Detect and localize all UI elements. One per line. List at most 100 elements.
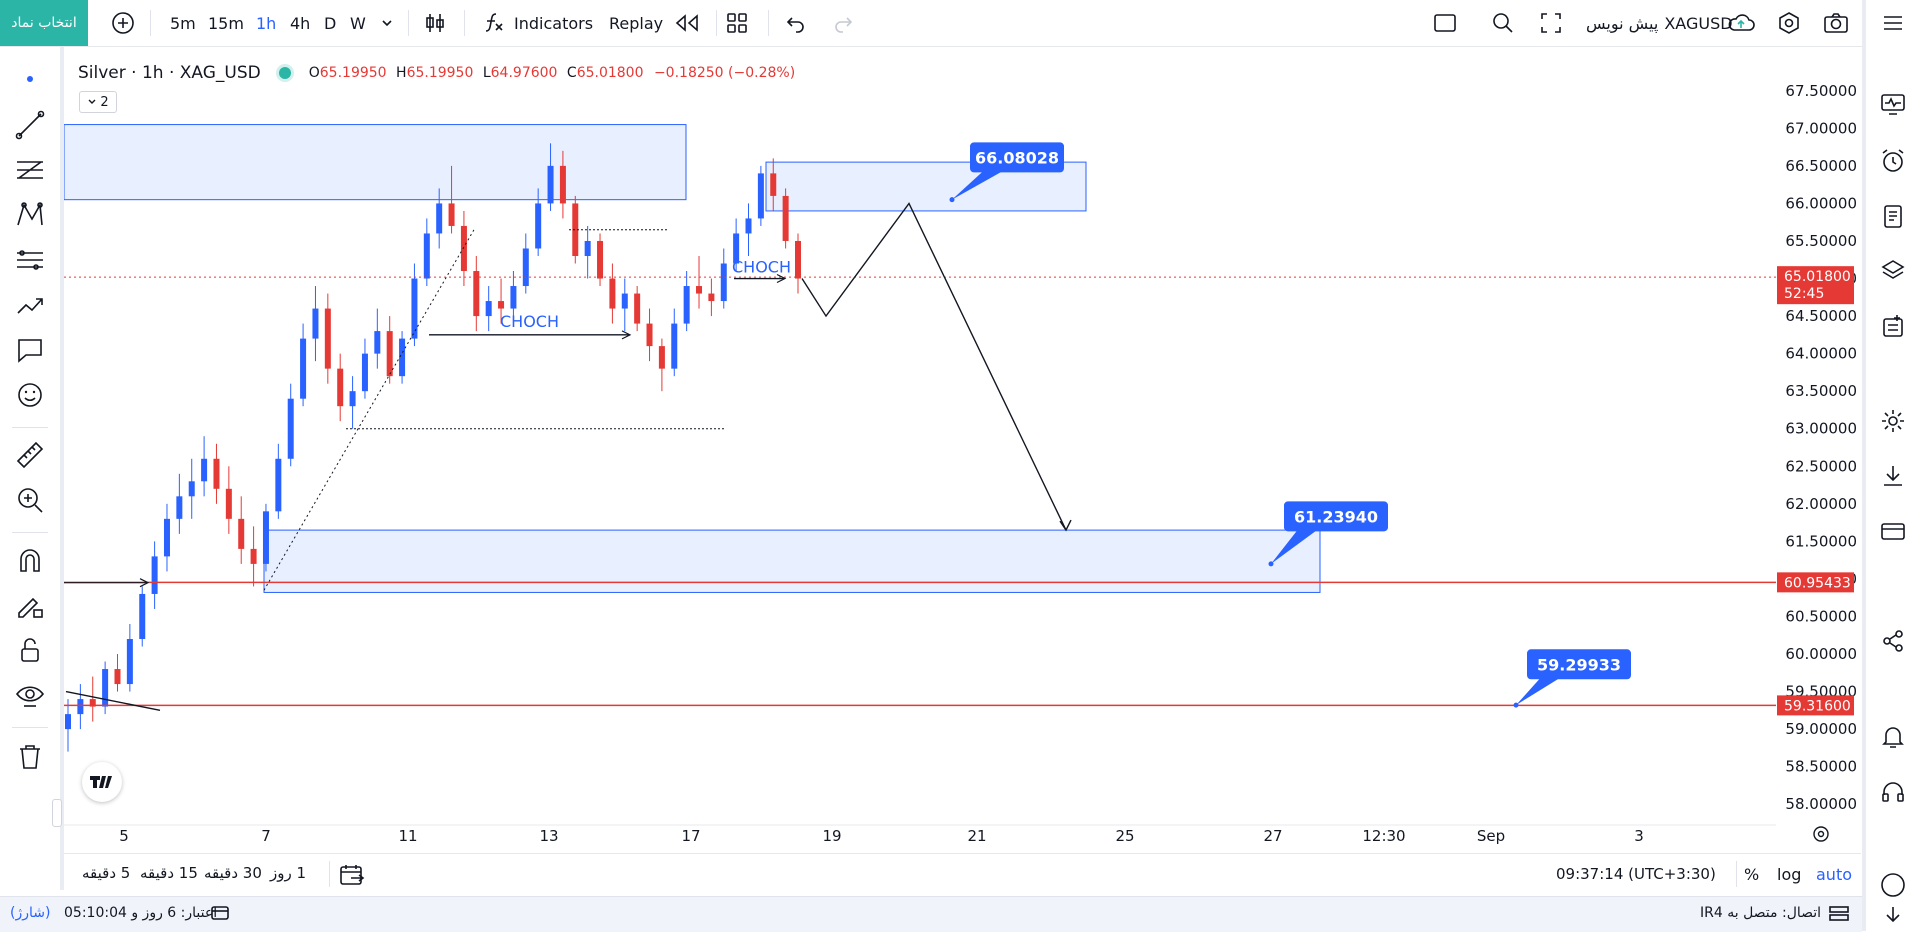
lock-tool[interactable] [14, 635, 46, 667]
snapshot-button[interactable] [1822, 0, 1850, 46]
arrow-down-icon [1886, 907, 1900, 923]
log-scale-toggle[interactable]: log [1777, 865, 1802, 884]
candle-body [114, 669, 121, 685]
magnet-tool[interactable] [14, 545, 46, 577]
zoom-tool[interactable] [14, 484, 46, 516]
notes-button[interactable] [1876, 199, 1910, 233]
text-tool[interactable] [14, 334, 46, 366]
comment-icon [18, 339, 42, 363]
fullscreen-toggle[interactable] [1432, 0, 1458, 46]
auto-scale-toggle[interactable]: auto [1816, 865, 1853, 884]
undo-button[interactable] [783, 0, 809, 46]
tradingview-logo[interactable] [82, 762, 122, 802]
candle-body [634, 293, 641, 324]
timeframe-w[interactable]: W [350, 13, 366, 33]
axis-settings-icon [1813, 826, 1829, 842]
chart-svg[interactable]: CHOCH CHOCH 66.08028 61.23940 59.29933 67.50… [64, 47, 1861, 848]
alerts-button[interactable] [1876, 144, 1910, 178]
candle-body [621, 293, 628, 309]
range-1-day[interactable]: 1 روز [270, 864, 307, 882]
candle-body [361, 353, 368, 392]
range-15-minutes[interactable]: 15 دقیقه [140, 864, 198, 882]
range-30-minutes[interactable]: 30 دقیقه [204, 864, 262, 882]
help-circle-icon [1881, 873, 1905, 897]
download-button[interactable] [1876, 459, 1910, 493]
symbol-search-button[interactable]: انتخاب نماد [0, 0, 88, 46]
y-tick-label: 59.00000 [1785, 720, 1857, 738]
settings-button[interactable] [1776, 0, 1802, 46]
emoji-tool[interactable] [14, 379, 46, 411]
gear-icon [1882, 410, 1904, 432]
trash-icon [20, 745, 40, 769]
delete-tool[interactable] [14, 741, 46, 773]
cloud-save-button[interactable] [1725, 0, 1757, 46]
y-tick-label: 64.00000 [1785, 345, 1857, 363]
x-tick-label: 17 [681, 827, 700, 845]
watchlist-button[interactable] [1876, 88, 1910, 122]
candle-body [436, 203, 443, 234]
menu-button[interactable] [1876, 6, 1910, 40]
chart-legend: Silver · 1h · XAG_USD O65.19950 H65.1995… [78, 60, 795, 86]
layout-button[interactable] [724, 0, 750, 46]
notifications-button[interactable] [1876, 720, 1910, 754]
indicators-button[interactable]: Indicators [482, 0, 593, 46]
redo-button[interactable] [830, 0, 856, 46]
candle-body [696, 286, 703, 294]
help-button[interactable] [1876, 868, 1910, 902]
charge-link[interactable]: (شارژ) [10, 905, 51, 921]
timeframe-1h[interactable]: 1h [256, 13, 277, 33]
y-tick-label: 67.50000 [1785, 82, 1857, 100]
support-button[interactable] [1876, 775, 1910, 809]
timeframe-dropdown[interactable] [380, 0, 394, 46]
notepad-icon [1884, 205, 1902, 228]
add-symbol-button[interactable] [110, 0, 136, 46]
timeframe-4h[interactable]: 4h [290, 13, 311, 33]
candle-body [782, 195, 789, 241]
price-callout-pointer [952, 170, 1004, 200]
timeframe-5m[interactable]: 5m [170, 13, 196, 33]
candle-body [510, 286, 517, 309]
candle-body [163, 518, 170, 557]
candle-body [225, 488, 232, 519]
chart-pane[interactable]: CHOCH CHOCH 66.08028 61.23940 59.29933 67.50… [64, 47, 1861, 848]
share-button[interactable] [1876, 624, 1910, 658]
chart-settings-button[interactable] [1876, 404, 1910, 438]
plus-circle-icon [112, 12, 134, 34]
chart-type-button[interactable] [422, 0, 448, 46]
trend-line-tool[interactable] [14, 109, 46, 141]
toolbar-collapse-handle[interactable] [52, 799, 62, 827]
maximize-button[interactable] [1538, 0, 1564, 46]
quick-search-button[interactable] [1490, 0, 1516, 46]
projection-tool[interactable] [14, 289, 46, 321]
replay-label: Replay [609, 13, 664, 33]
range-5-minutes[interactable]: 5 دقیقه [82, 864, 131, 882]
price-callout: 59.29933 [1513, 649, 1631, 708]
pattern-tool[interactable] [14, 199, 46, 231]
timeframe-d[interactable]: D [324, 13, 337, 33]
candle-body [201, 458, 208, 482]
date-range-button[interactable] [338, 862, 366, 892]
object-tree-button[interactable] [1876, 309, 1910, 343]
draw-mode-tool[interactable] [14, 590, 46, 622]
indicator-collapse-button[interactable]: 2 [79, 91, 117, 113]
scroll-down-button[interactable] [1876, 898, 1910, 932]
cursor-tool[interactable] [14, 63, 46, 95]
visibility-tool[interactable] [14, 680, 46, 712]
candle-body [386, 331, 393, 377]
candle-body [757, 173, 764, 219]
clock-readout[interactable]: 09:37:14 (UTC+3:30) [1556, 865, 1716, 883]
timeframe-15m[interactable]: 15m [208, 13, 244, 33]
forecast-icon [17, 250, 43, 270]
measure-tool[interactable] [14, 439, 46, 471]
candle-body [733, 233, 740, 264]
payment-button[interactable] [1876, 514, 1910, 548]
magnet-icon [20, 549, 40, 572]
layers-button[interactable] [1876, 254, 1910, 288]
percent-scale-toggle[interactable]: % [1744, 865, 1760, 884]
chevron-down-icon [88, 99, 96, 104]
candle-body [337, 368, 344, 407]
fib-tool[interactable] [14, 154, 46, 186]
forecast-tool[interactable] [14, 244, 46, 276]
projection-arrow-icon [17, 298, 43, 314]
replay-button[interactable]: Replay [609, 0, 703, 46]
